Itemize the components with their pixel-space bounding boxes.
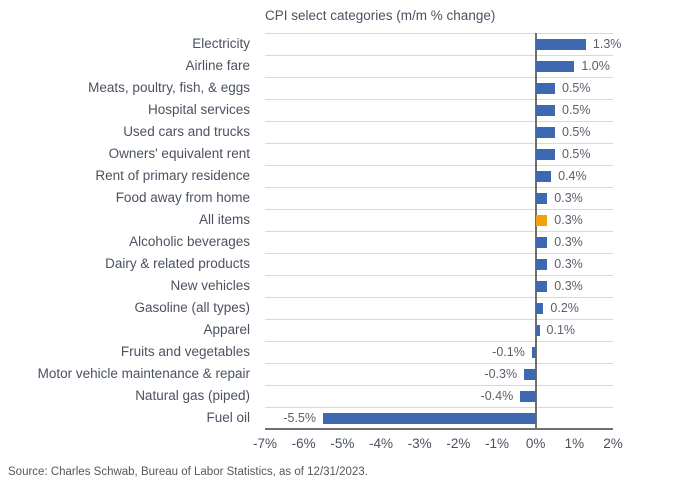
category-label: Rent of primary residence bbox=[95, 168, 250, 183]
bar bbox=[535, 104, 555, 116]
x-tick-label: 1% bbox=[564, 436, 585, 451]
gridline bbox=[265, 55, 613, 56]
category-label: New vehicles bbox=[170, 278, 250, 293]
bar bbox=[524, 368, 536, 380]
bar bbox=[535, 258, 548, 270]
bar bbox=[535, 324, 540, 336]
x-tick-label: 2% bbox=[603, 436, 623, 451]
value-label: 0.5% bbox=[562, 125, 591, 139]
bar bbox=[535, 236, 548, 248]
value-label: 0.5% bbox=[562, 103, 591, 117]
category-label: Apparel bbox=[203, 322, 250, 337]
bar bbox=[535, 82, 555, 94]
category-label: Fruits and vegetables bbox=[120, 344, 250, 359]
bar bbox=[535, 148, 555, 160]
category-label: Fuel oil bbox=[206, 410, 250, 425]
gridline bbox=[265, 297, 613, 298]
gridline bbox=[265, 341, 613, 342]
value-label: -5.5% bbox=[283, 411, 316, 425]
value-label: 0.5% bbox=[562, 81, 591, 95]
chart-title: CPI select categories (m/m % change) bbox=[265, 8, 496, 23]
gridline bbox=[265, 385, 613, 386]
x-tick-label: -3% bbox=[407, 436, 432, 451]
gridline bbox=[265, 165, 613, 166]
bar bbox=[535, 60, 575, 72]
value-label: 0.5% bbox=[562, 147, 591, 161]
value-label: 0.3% bbox=[554, 191, 583, 205]
category-label: Hospital services bbox=[147, 102, 250, 117]
category-label: Food away from home bbox=[115, 190, 250, 205]
gridline bbox=[265, 363, 613, 364]
x-tick-label: -5% bbox=[330, 436, 355, 451]
category-label: Meats, poultry, fish, & eggs bbox=[88, 80, 250, 95]
plot-area: 1.3% 1.0% 0.5% 0.5% 0.5% 0.5% 0.4% 0.3% 0.3% 0.3%… bbox=[265, 33, 621, 430]
gridline bbox=[265, 121, 613, 122]
bar bbox=[535, 192, 548, 204]
value-label: 0.1% bbox=[546, 323, 576, 337]
zero-baseline bbox=[534, 33, 537, 429]
gridline bbox=[265, 275, 613, 276]
value-label: 1.3% bbox=[592, 37, 622, 51]
category-axis: Electricity Airline fare Meats, poultry, f… bbox=[0, 33, 250, 429]
category-label: Natural gas (piped) bbox=[135, 388, 250, 403]
x-tick-label: 0% bbox=[525, 436, 546, 451]
bar bbox=[535, 302, 544, 314]
bar bbox=[535, 280, 548, 292]
gridline bbox=[265, 231, 613, 232]
category-label: Motor vehicle maintenance & repair bbox=[37, 366, 250, 381]
gridline bbox=[265, 77, 613, 78]
gridline bbox=[265, 99, 613, 100]
value-label: 0.3% bbox=[554, 235, 583, 249]
value-label: 0.3% bbox=[554, 279, 583, 293]
gridline bbox=[265, 187, 613, 188]
value-label: 0.3% bbox=[554, 257, 583, 271]
gridline bbox=[265, 33, 613, 34]
category-label: Gasoline (all types) bbox=[134, 300, 250, 315]
gridline bbox=[265, 209, 613, 210]
value-label: -0.4% bbox=[480, 389, 514, 403]
x-axis: -7% -6% -5% -4% -3% -2% -1% 0% 1% 2% bbox=[253, 436, 623, 454]
bar bbox=[531, 346, 536, 358]
value-label: -0.3% bbox=[484, 367, 518, 381]
bar bbox=[535, 126, 555, 138]
bar bbox=[520, 390, 536, 402]
bar bbox=[535, 38, 586, 50]
category-label: All items bbox=[198, 212, 250, 227]
x-tick-label: -6% bbox=[291, 436, 316, 451]
gridline bbox=[265, 143, 613, 144]
x-tick-label: -4% bbox=[368, 436, 394, 451]
category-label: Used cars and trucks bbox=[123, 124, 250, 139]
gridline bbox=[265, 407, 613, 408]
category-label: Dairy & related products bbox=[105, 256, 250, 271]
category-label: Airline fare bbox=[185, 58, 250, 73]
category-label: Owners' equivalent rent bbox=[108, 146, 250, 161]
value-label: 0.4% bbox=[558, 169, 587, 183]
x-tick-label: -7% bbox=[252, 436, 278, 451]
value-label: -0.1% bbox=[492, 345, 525, 359]
source-note: Source: Charles Schwab, Bureau of Labor … bbox=[8, 466, 368, 478]
category-label: Alcoholic beverages bbox=[129, 234, 250, 249]
x-tick-label: -1% bbox=[484, 436, 510, 451]
bar bbox=[323, 412, 536, 424]
category-label: Electricity bbox=[192, 36, 250, 51]
value-label: 0.3% bbox=[554, 213, 583, 227]
bar-all-items-highlighted bbox=[535, 214, 548, 226]
gridline bbox=[265, 319, 613, 320]
value-label: 0.2% bbox=[550, 301, 579, 315]
x-tick-label: -2% bbox=[446, 436, 471, 451]
value-label: 1.0% bbox=[581, 59, 610, 73]
gridline bbox=[265, 253, 613, 254]
bar bbox=[535, 170, 552, 182]
x-axis-line bbox=[265, 428, 613, 430]
